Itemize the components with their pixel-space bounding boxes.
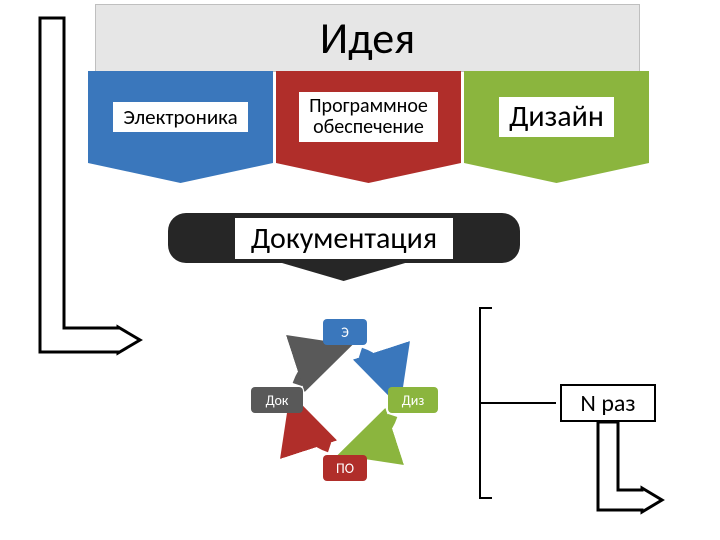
n-times-label: N раз [580, 389, 635, 418]
cycle-node-diz: Диз [388, 387, 438, 413]
tab-design-chevron [464, 163, 649, 183]
cycle-node-e: Э [323, 319, 367, 345]
diagram-stage: Идея Электроника Программное обеспечение… [0, 0, 720, 540]
tab-electronics: Электроника [88, 71, 273, 163]
tab-electronics-label: Электроника [113, 102, 247, 132]
n-times-box: N раз [560, 384, 656, 422]
title-text: Идея [320, 11, 415, 65]
tab-software: Программное обеспечение [276, 71, 461, 163]
cycle-node-dok: Док [251, 387, 303, 413]
documentation-chevron [282, 263, 405, 281]
tab-electronics-chevron [88, 163, 273, 183]
tab-software-chevron [276, 163, 461, 183]
title-banner: Идея [95, 4, 640, 72]
documentation-label: Документация [235, 218, 453, 259]
tab-design-label: Дизайн [499, 97, 614, 137]
documentation-banner: Документация [168, 213, 520, 263]
tab-design: Дизайн [464, 71, 649, 163]
tab-software-label: Программное обеспечение [299, 92, 438, 142]
cycle-node-po: ПО [323, 455, 367, 481]
